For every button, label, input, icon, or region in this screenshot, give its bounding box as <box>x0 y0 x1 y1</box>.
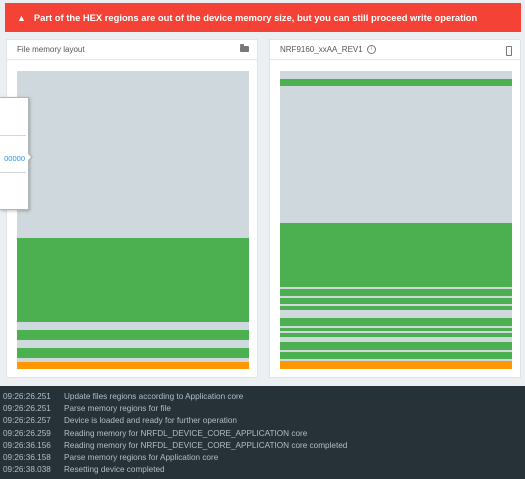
device-region[interactable] <box>280 342 512 350</box>
file-region[interactable] <box>17 238 249 322</box>
file-region[interactable] <box>17 348 249 358</box>
warning-banner: ▲ Part of the HEX regions are out of the… <box>5 3 521 32</box>
device-region[interactable] <box>280 306 512 310</box>
log-entry: 09:26:26.257 Device is loaded and ready f… <box>3 416 237 426</box>
info-icon[interactable]: i <box>366 45 376 54</box>
file-memory-panel: File memory layout <box>7 40 257 377</box>
tooltip-arrow <box>27 152 33 162</box>
folder-icon[interactable] <box>240 44 249 52</box>
log-panel: 09:26:26.251 Update files regions accordi… <box>0 386 525 479</box>
file-region[interactable] <box>17 330 249 340</box>
tooltip-address: 00000 <box>4 154 25 163</box>
device-memory-map <box>280 71 512 369</box>
file-memory-header: File memory layout <box>7 40 257 60</box>
device-region[interactable] <box>280 79 512 86</box>
tooltip-divider <box>0 135 26 136</box>
device-region[interactable] <box>280 298 512 304</box>
device-region[interactable] <box>280 289 512 296</box>
device-memory-header: NRF9160_xxAA_REV1 i <box>270 40 520 60</box>
device-region[interactable] <box>280 328 512 331</box>
device-region[interactable] <box>280 318 512 326</box>
device-icon[interactable] <box>506 46 512 56</box>
file-memory-map <box>17 71 249 369</box>
file-memory-title: File memory layout <box>17 45 85 54</box>
device-region-bootloader[interactable] <box>280 361 512 369</box>
warning-triangle-icon: ▲ <box>17 12 26 23</box>
device-region[interactable] <box>280 333 512 337</box>
log-entry: 09:26:26.259 Reading memory for NRFDL_DEV… <box>3 428 308 438</box>
device-region[interactable] <box>280 223 512 287</box>
log-entry: 09:26:26.251 Update files regions accordi… <box>3 391 244 401</box>
device-memory-title: NRF9160_xxAA_REV1 <box>280 45 363 54</box>
log-entry: 09:26:38.038 Resetting device completed <box>3 465 165 475</box>
log-entry: 09:26:36.156 Reading memory for NRFDL_DEV… <box>3 440 348 450</box>
device-region[interactable] <box>280 352 512 359</box>
device-memory-panel: NRF9160_xxAA_REV1 i <box>270 40 520 377</box>
tooltip-divider <box>0 172 26 173</box>
log-entry: 09:26:36.158 Parse memory regions for App… <box>3 453 219 463</box>
region-tooltip: 00000 <box>0 97 33 210</box>
log-entry: 09:26:26.251 Parse memory regions for fil… <box>3 403 171 413</box>
warning-text: Part of the HEX regions are out of the d… <box>33 12 478 23</box>
file-region-bootloader[interactable] <box>17 362 249 369</box>
